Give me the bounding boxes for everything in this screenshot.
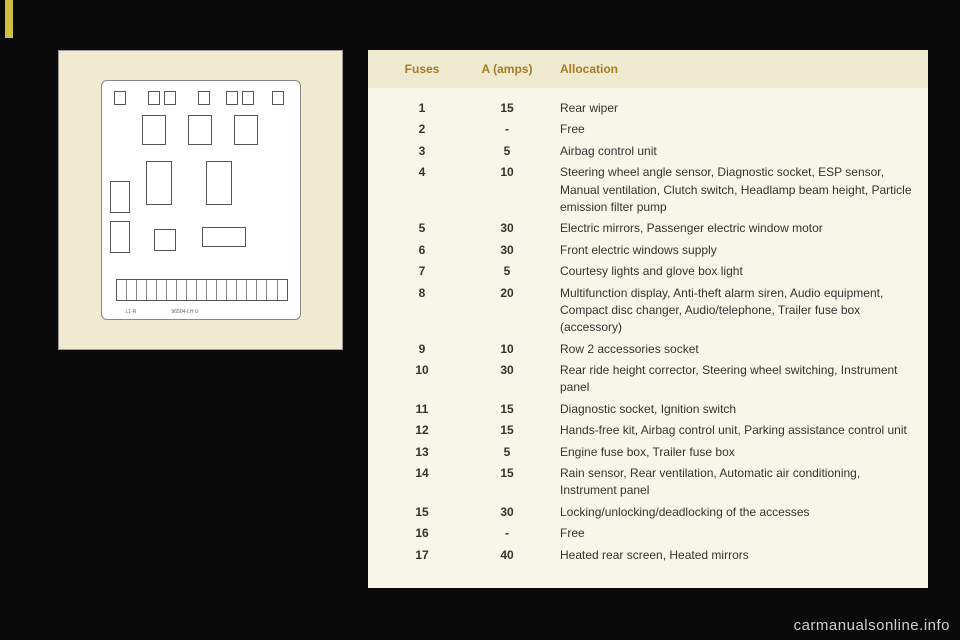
cell-allocation: Free (552, 121, 914, 138)
diagram-component (154, 229, 176, 251)
diagram-fuse-strip (116, 279, 288, 301)
cell-fuse-number: 12 (382, 422, 462, 439)
header-allocation: Allocation (552, 62, 914, 76)
diagram-component (146, 161, 172, 205)
table-header-row: Fuses A (amps) Allocation (368, 50, 928, 88)
diagram-component (110, 221, 130, 253)
page-accent-bar (5, 0, 13, 38)
cell-fuse-number: 16 (382, 525, 462, 542)
cell-allocation: Engine fuse box, Trailer fuse box (552, 444, 914, 461)
table-row: 910Row 2 accessories socket (382, 339, 914, 360)
table-row: 1030Rear ride height corrector, Steering… (382, 360, 914, 399)
fuse-box-diagram-panel: L1-R 96504-LH U (58, 50, 343, 350)
table-row: 16-Free (382, 523, 914, 544)
cell-amps: 10 (462, 164, 552, 181)
cell-amps: 15 (462, 100, 552, 117)
cell-fuse-number: 13 (382, 444, 462, 461)
cell-amps: 5 (462, 263, 552, 280)
cell-fuse-number: 1 (382, 100, 462, 117)
cell-allocation: Rear wiper (552, 100, 914, 117)
cell-allocation: Rear ride height corrector, Steering whe… (552, 362, 914, 397)
cell-fuse-number: 17 (382, 547, 462, 564)
cell-amps: 15 (462, 422, 552, 439)
table-row: 410Steering wheel angle sensor, Diagnost… (382, 162, 914, 218)
cell-allocation: Courtesy lights and glove box light (552, 263, 914, 280)
cell-fuse-number: 7 (382, 263, 462, 280)
cell-amps: 30 (462, 362, 552, 379)
header-amps: A (amps) (462, 62, 552, 76)
cell-amps: - (462, 121, 552, 138)
cell-fuse-number: 14 (382, 465, 462, 482)
cell-amps: - (462, 525, 552, 542)
cell-amps: 15 (462, 401, 552, 418)
cell-allocation: Steering wheel angle sensor, Diagnostic … (552, 164, 914, 216)
cell-fuse-number: 5 (382, 220, 462, 237)
cell-allocation: Row 2 accessories socket (552, 341, 914, 358)
diagram-label: L1-R (126, 309, 137, 315)
cell-fuse-number: 15 (382, 504, 462, 521)
diagram-component (142, 115, 166, 145)
cell-fuse-number: 3 (382, 143, 462, 160)
fuse-allocation-table: Fuses A (amps) Allocation 115Rear wiper2… (368, 50, 928, 588)
diagram-component (148, 91, 160, 105)
diagram-label: 96504-LH U (172, 309, 199, 315)
table-row: 630Front electric windows supply (382, 240, 914, 261)
cell-allocation: Front electric windows supply (552, 242, 914, 259)
cell-amps: 15 (462, 465, 552, 482)
diagram-component (206, 161, 232, 205)
cell-fuse-number: 4 (382, 164, 462, 181)
diagram-component (202, 227, 246, 247)
diagram-component (234, 115, 258, 145)
diagram-component (164, 91, 176, 105)
cell-fuse-number: 2 (382, 121, 462, 138)
cell-allocation: Free (552, 525, 914, 542)
cell-amps: 30 (462, 220, 552, 237)
cell-amps: 30 (462, 242, 552, 259)
cell-amps: 30 (462, 504, 552, 521)
cell-amps: 5 (462, 444, 552, 461)
table-row: 1530Locking/unlocking/deadlocking of the… (382, 502, 914, 523)
table-row: 530Electric mirrors, Passenger electric … (382, 218, 914, 239)
cell-allocation: Hands-free kit, Airbag control unit, Par… (552, 422, 914, 439)
diagram-component (242, 91, 254, 105)
cell-amps: 40 (462, 547, 552, 564)
diagram-component (110, 181, 130, 213)
table-row: 35Airbag control unit (382, 141, 914, 162)
table-row: 1740Heated rear screen, Heated mirrors (382, 545, 914, 566)
header-fuses: Fuses (382, 62, 462, 76)
cell-fuse-number: 10 (382, 362, 462, 379)
cell-amps: 20 (462, 285, 552, 302)
cell-fuse-number: 8 (382, 285, 462, 302)
cell-allocation: Airbag control unit (552, 143, 914, 160)
table-row: 115Rear wiper (382, 98, 914, 119)
cell-amps: 5 (462, 143, 552, 160)
table-row: 1115Diagnostic socket, Ignition switch (382, 399, 914, 420)
table-row: 1215Hands-free kit, Airbag control unit,… (382, 420, 914, 441)
cell-allocation: Heated rear screen, Heated mirrors (552, 547, 914, 564)
cell-fuse-number: 6 (382, 242, 462, 259)
table-row: 820Multifunction display, Anti-theft ala… (382, 283, 914, 339)
table-row: 2-Free (382, 119, 914, 140)
cell-allocation: Locking/unlocking/deadlocking of the acc… (552, 504, 914, 521)
table-row: 1415Rain sensor, Rear ventilation, Autom… (382, 463, 914, 502)
diagram-component (226, 91, 238, 105)
cell-fuse-number: 11 (382, 401, 462, 418)
cell-allocation: Rain sensor, Rear ventilation, Automatic… (552, 465, 914, 500)
diagram-component (198, 91, 210, 105)
table-body: 115Rear wiper2-Free35Airbag control unit… (368, 88, 928, 588)
cell-amps: 10 (462, 341, 552, 358)
watermark-text: carmanualsonline.info (794, 617, 950, 634)
diagram-component (272, 91, 284, 105)
cell-allocation: Electric mirrors, Passenger electric win… (552, 220, 914, 237)
diagram-component (114, 91, 126, 105)
cell-allocation: Multifunction display, Anti-theft alarm … (552, 285, 914, 337)
diagram-component (188, 115, 212, 145)
fuse-box-illustration: L1-R 96504-LH U (101, 80, 301, 320)
table-row: 135Engine fuse box, Trailer fuse box (382, 442, 914, 463)
table-row: 75Courtesy lights and glove box light (382, 261, 914, 282)
cell-allocation: Diagnostic socket, Ignition switch (552, 401, 914, 418)
cell-fuse-number: 9 (382, 341, 462, 358)
